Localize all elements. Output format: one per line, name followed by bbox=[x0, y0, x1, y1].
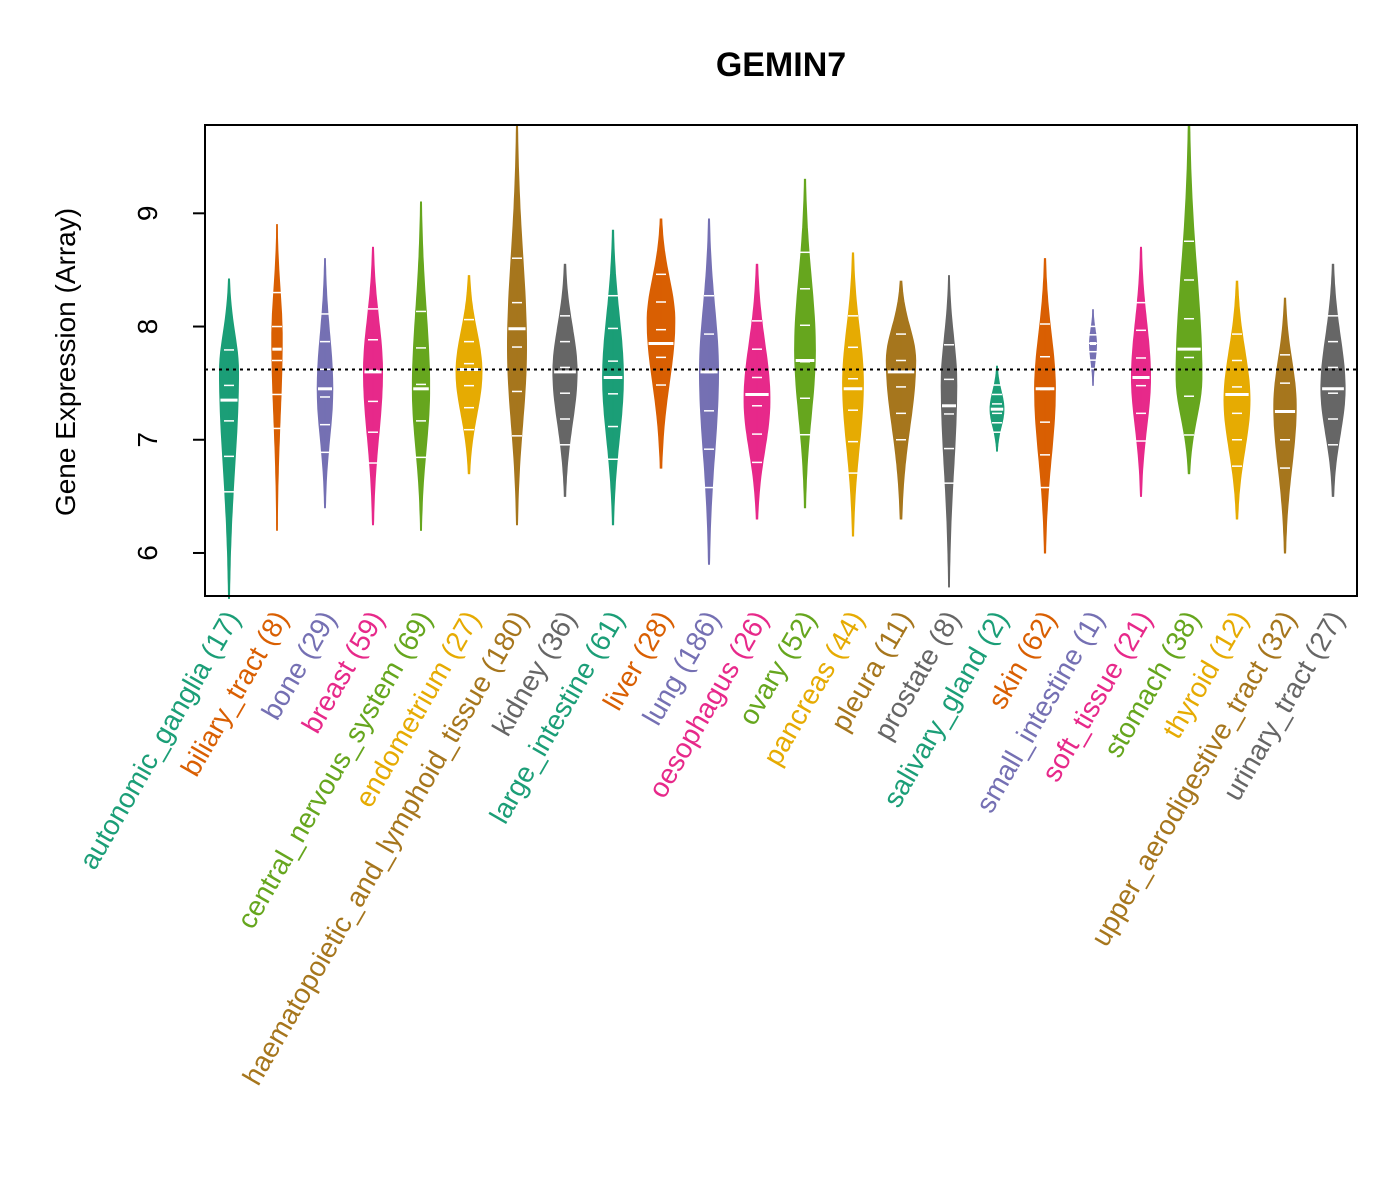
violin-biliary_tract bbox=[271, 224, 283, 531]
violin-kidney bbox=[552, 263, 578, 497]
violin-prostate bbox=[940, 275, 958, 588]
violin-upper_aerodigestive_tract bbox=[1273, 297, 1297, 554]
y-axis: 6 7 8 9 bbox=[132, 206, 205, 561]
violin-oesophagus bbox=[743, 263, 771, 520]
violin-lung bbox=[699, 218, 719, 565]
y-tick-label: 7 bbox=[132, 432, 163, 448]
x-axis-labels: autonomic_ganglia (17)biliary_tract (8)b… bbox=[73, 606, 1350, 1091]
violin-small_intestine bbox=[1088, 309, 1098, 386]
category-count: (27) bbox=[1295, 606, 1351, 671]
plot-frame bbox=[204, 124, 1358, 597]
violin-breast bbox=[363, 246, 383, 526]
violin-thyroid bbox=[1223, 280, 1251, 520]
y-tick-label: 6 bbox=[132, 545, 163, 561]
violins-layer bbox=[219, 124, 1346, 599]
y-tick-label: 8 bbox=[132, 319, 163, 335]
violin-autonomic_ganglia bbox=[219, 278, 239, 599]
violin-central_nervous_system bbox=[411, 201, 431, 531]
violin-bone bbox=[316, 258, 334, 509]
y-axis-label: Gene Expression (Array) bbox=[50, 208, 81, 516]
violin-pancreas bbox=[842, 252, 864, 537]
violin-ovary bbox=[794, 178, 816, 509]
violin-pleura bbox=[885, 280, 917, 520]
violin-salivary_gland bbox=[989, 365, 1005, 452]
chart-title: GEMIN7 bbox=[716, 46, 846, 84]
violin-haematopoietic_and_lymphoid_tissue bbox=[507, 124, 527, 526]
violin-soft_tissue bbox=[1131, 246, 1151, 497]
violin-stomach bbox=[1175, 124, 1203, 475]
violin-large_intestine bbox=[602, 229, 624, 526]
y-tick-label: 9 bbox=[132, 206, 163, 222]
violin-liver bbox=[646, 218, 676, 469]
violin-endometrium bbox=[455, 275, 483, 475]
violin-skin bbox=[1034, 258, 1056, 554]
violin-urinary_tract bbox=[1320, 263, 1346, 497]
